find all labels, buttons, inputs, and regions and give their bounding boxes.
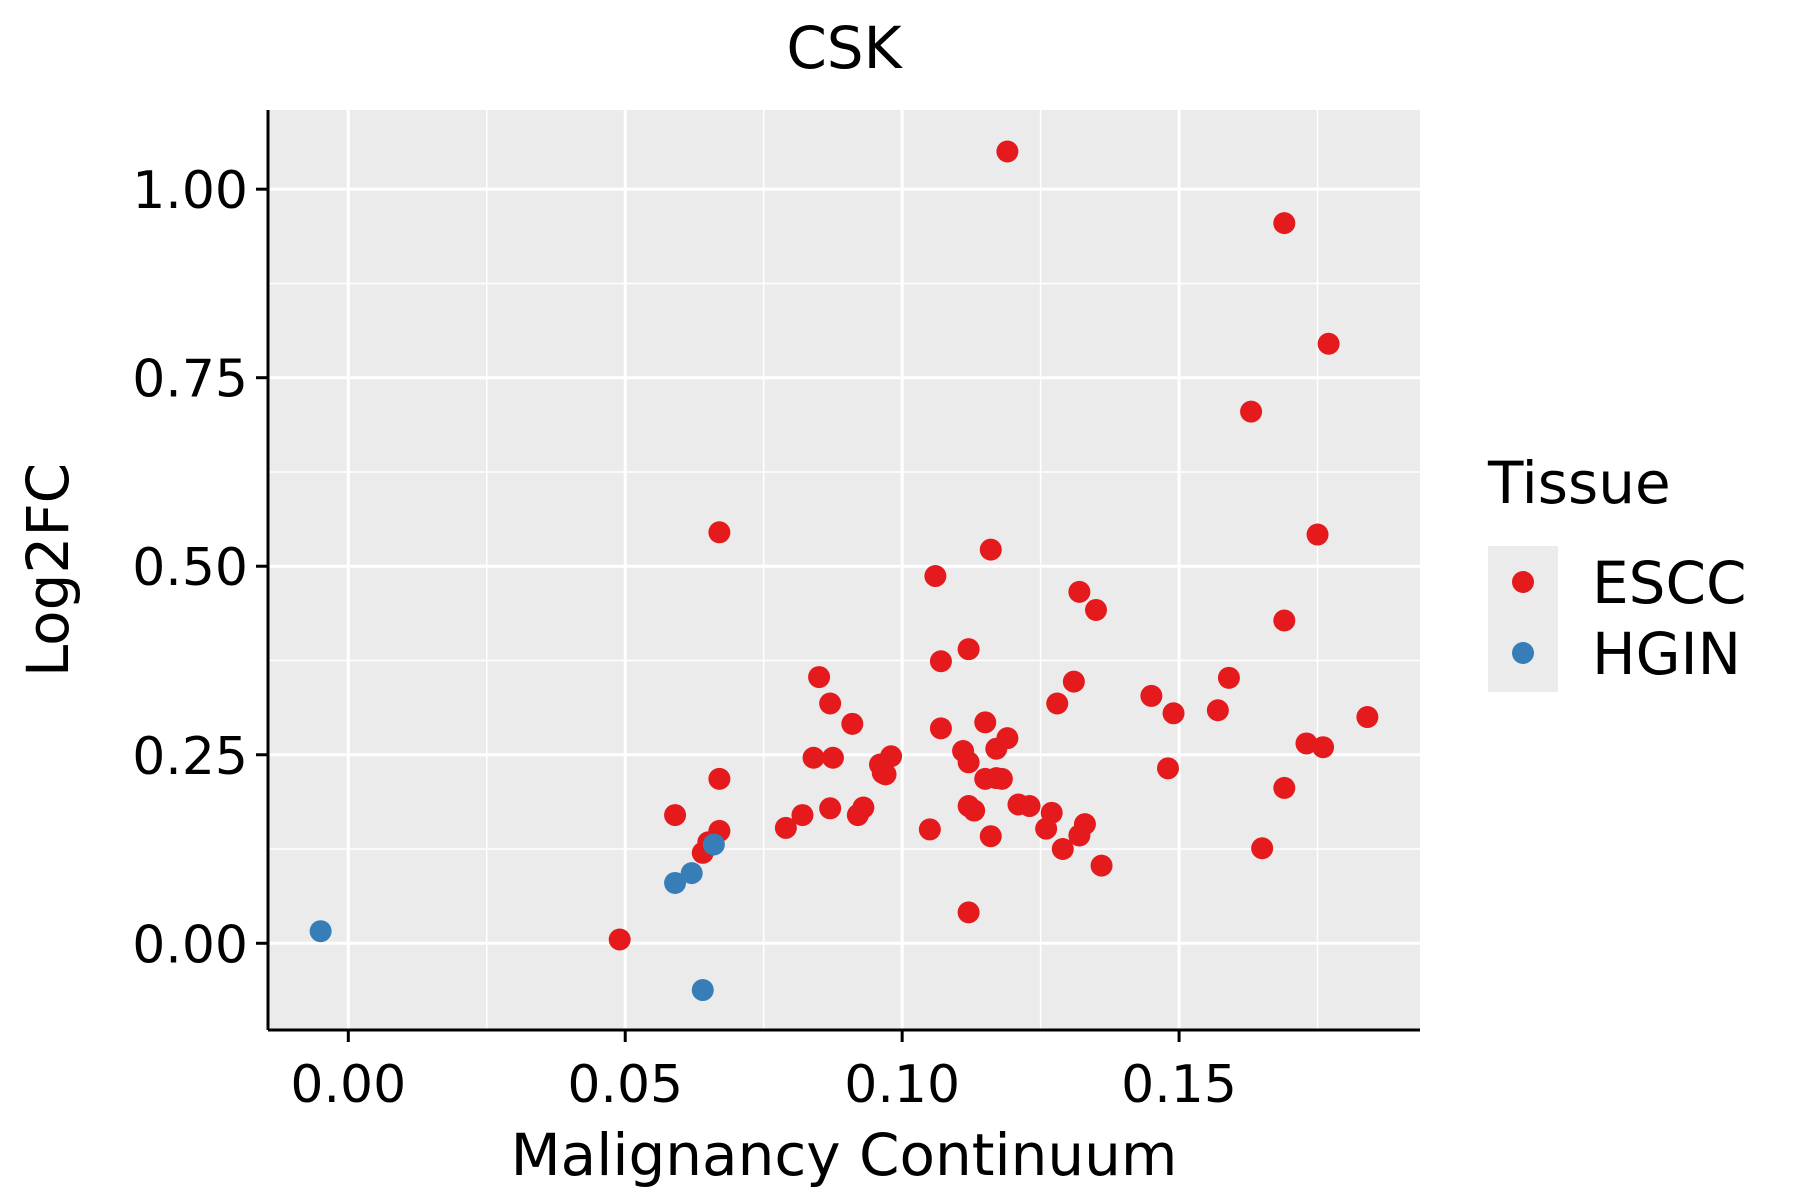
major-gridlines bbox=[268, 110, 1420, 1030]
point-escc bbox=[1140, 684, 1163, 707]
point-escc bbox=[918, 818, 941, 841]
point-escc bbox=[808, 666, 831, 689]
legend-label-escc: ESCC bbox=[1592, 549, 1746, 617]
point-escc bbox=[929, 650, 952, 673]
point-escc bbox=[1251, 837, 1274, 860]
x-axis-ticks: 0.00 0.05 0.10 0.15 bbox=[290, 1030, 1237, 1115]
y-tick-label: 0.25 bbox=[132, 727, 248, 787]
point-escc bbox=[841, 712, 864, 735]
point-escc bbox=[957, 638, 980, 661]
point-escc bbox=[957, 751, 980, 774]
point-escc bbox=[1312, 736, 1335, 759]
point-escc bbox=[1306, 523, 1329, 546]
y-tick-label: 0.00 bbox=[132, 915, 248, 975]
point-escc bbox=[1157, 757, 1179, 780]
point-escc bbox=[819, 797, 842, 820]
point-escc bbox=[974, 711, 997, 734]
point-escc bbox=[708, 767, 731, 790]
point-hgin bbox=[664, 871, 687, 894]
point-hgin bbox=[691, 979, 714, 1002]
point-escc bbox=[871, 761, 894, 784]
point-hgin bbox=[309, 920, 332, 943]
point-escc bbox=[1206, 699, 1229, 722]
x-tick-label: 0.15 bbox=[1121, 1055, 1237, 1115]
point-escc bbox=[1273, 609, 1296, 632]
point-escc bbox=[802, 746, 825, 769]
point-escc bbox=[1217, 666, 1240, 689]
point-escc bbox=[1356, 706, 1379, 729]
x-tick-label: 0.10 bbox=[844, 1055, 960, 1115]
point-escc bbox=[957, 901, 980, 924]
point-hgin bbox=[702, 833, 725, 856]
y-axis-title: Log2FC bbox=[14, 463, 82, 677]
point-escc bbox=[1273, 212, 1296, 235]
point-escc bbox=[1068, 580, 1091, 603]
y-axis-ticks: 0.00 0.25 0.50 0.75 1.00 bbox=[132, 161, 268, 975]
point-escc bbox=[929, 717, 952, 740]
point-escc bbox=[979, 825, 1002, 848]
point-escc bbox=[819, 692, 842, 715]
point-escc bbox=[791, 804, 814, 827]
x-tick-label: 0.00 bbox=[290, 1055, 406, 1115]
point-escc bbox=[979, 538, 1002, 561]
y-tick-label: 0.50 bbox=[132, 538, 248, 598]
point-escc bbox=[1240, 400, 1263, 423]
plot-panel bbox=[268, 110, 1420, 1030]
y-tick-label: 0.75 bbox=[132, 350, 248, 410]
point-escc bbox=[1162, 702, 1185, 725]
point-escc bbox=[985, 737, 1008, 760]
y-tick-label: 1.00 bbox=[132, 161, 248, 221]
point-escc bbox=[608, 928, 631, 951]
point-escc bbox=[1090, 854, 1113, 877]
point-escc bbox=[1035, 817, 1058, 840]
minor-gridlines bbox=[268, 110, 1420, 1030]
point-escc bbox=[1018, 795, 1041, 818]
point-escc bbox=[1273, 776, 1296, 799]
data-points bbox=[309, 140, 1379, 1002]
point-escc bbox=[990, 767, 1013, 790]
point-escc bbox=[774, 816, 797, 839]
point-escc bbox=[924, 565, 947, 588]
legend-key-background bbox=[1488, 546, 1558, 692]
point-escc bbox=[821, 746, 844, 769]
point-escc bbox=[1317, 332, 1340, 355]
point-escc bbox=[996, 140, 1019, 163]
legend-key-hgin bbox=[1512, 642, 1534, 664]
point-escc bbox=[1051, 838, 1074, 861]
legend-label-hgin: HGIN bbox=[1592, 620, 1741, 688]
point-escc bbox=[1295, 732, 1318, 755]
legend-key-escc bbox=[1512, 571, 1534, 593]
point-escc bbox=[963, 799, 986, 822]
point-hgin bbox=[680, 862, 703, 885]
point-escc bbox=[708, 521, 731, 544]
point-escc bbox=[1068, 824, 1091, 847]
x-axis-title: Malignancy Continuum bbox=[511, 1121, 1178, 1189]
point-escc bbox=[846, 804, 869, 827]
point-escc bbox=[1046, 692, 1069, 715]
point-escc bbox=[1062, 670, 1085, 693]
legend-title: Tissue bbox=[1487, 449, 1671, 517]
chart-title: CSK bbox=[786, 14, 903, 82]
point-escc bbox=[1085, 598, 1107, 621]
x-tick-label: 0.05 bbox=[567, 1055, 683, 1115]
point-escc bbox=[664, 804, 687, 827]
